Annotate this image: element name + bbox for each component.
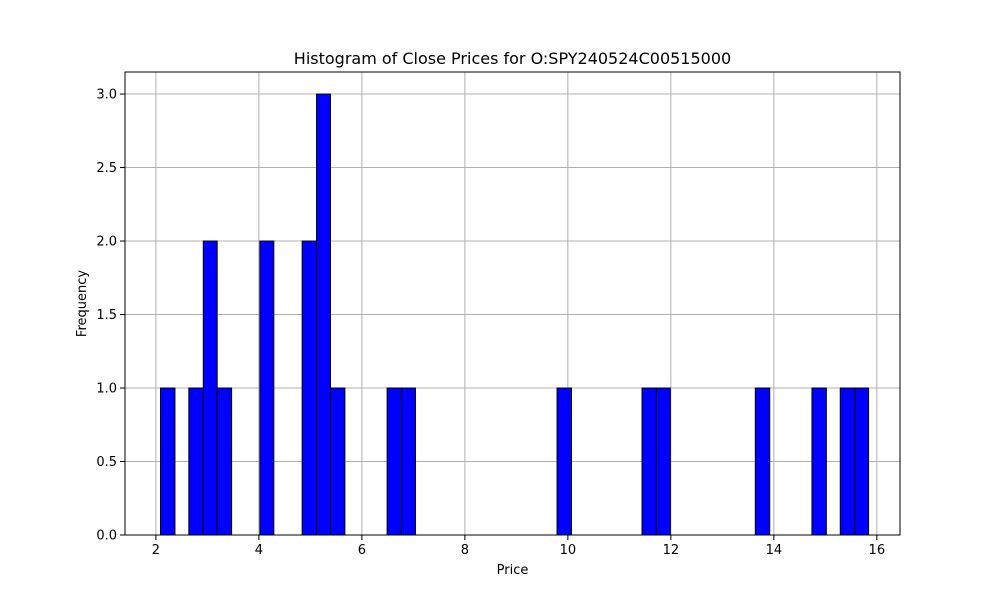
histogram-bar (301, 240, 318, 536)
histogram-bar (401, 387, 416, 536)
histogram-bar (216, 387, 233, 536)
histogram-bar (556, 387, 572, 536)
histogram-bar (811, 387, 827, 536)
histogram-bar (641, 387, 657, 536)
histogram-bar (839, 387, 856, 536)
x-tick-label: 6 (358, 543, 366, 558)
histogram-bar (655, 387, 671, 536)
y-axis-ticks: 0.0 0.5 1.0 1.5 2.0 2.5 3.0 (96, 88, 125, 544)
y-tick-label: 1.5 (96, 308, 117, 323)
histogram-bar (754, 387, 771, 536)
x-tick-label: 2 (152, 543, 160, 558)
x-tick-label: 12 (663, 543, 680, 558)
y-tick-label: 2.0 (96, 235, 117, 250)
y-axis-label: Frequency (75, 270, 90, 337)
x-tick-label: 8 (461, 543, 469, 558)
x-axis-ticks: 2 4 6 8 10 12 14 16 (152, 535, 885, 558)
x-tick-label: 10 (560, 543, 577, 558)
x-tick-label: 4 (255, 543, 263, 558)
histogram-bar (160, 387, 176, 536)
histogram-bar (259, 240, 275, 536)
chart-title: Histogram of Close Prices for O:SPY24052… (294, 49, 731, 68)
histogram-bar (188, 387, 204, 536)
histogram-bar (329, 387, 346, 536)
y-tick-label: 2.5 (96, 161, 117, 176)
x-tick-label: 16 (869, 543, 886, 558)
histogram-bar (386, 387, 403, 536)
histogram-bar (316, 93, 331, 536)
histogram-bar (854, 387, 870, 536)
plot-frame (124, 71, 901, 536)
y-tick-label: 0.5 (96, 455, 117, 470)
y-tick-label: 3.0 (96, 88, 117, 103)
x-axis-label: Price (497, 563, 529, 578)
y-tick-label: 0.0 (96, 529, 117, 544)
histogram-bar (202, 240, 218, 536)
y-tick-label: 1.0 (96, 382, 117, 397)
x-tick-label: 14 (766, 543, 783, 558)
